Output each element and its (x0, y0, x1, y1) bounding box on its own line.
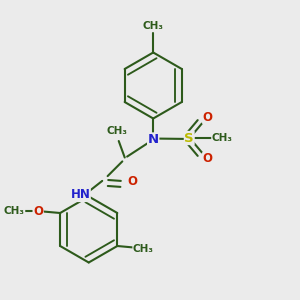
Text: N: N (148, 133, 159, 146)
Text: O: O (203, 152, 213, 166)
Text: CH₃: CH₃ (212, 133, 233, 143)
Text: O: O (203, 110, 213, 124)
Text: O: O (33, 205, 43, 218)
Text: O: O (127, 175, 137, 188)
Text: S: S (184, 131, 194, 145)
Text: HN: HN (70, 188, 90, 202)
Text: CH₃: CH₃ (107, 125, 128, 136)
Text: CH₃: CH₃ (133, 244, 154, 254)
Text: CH₃: CH₃ (4, 206, 25, 217)
Text: CH₃: CH₃ (143, 20, 164, 31)
